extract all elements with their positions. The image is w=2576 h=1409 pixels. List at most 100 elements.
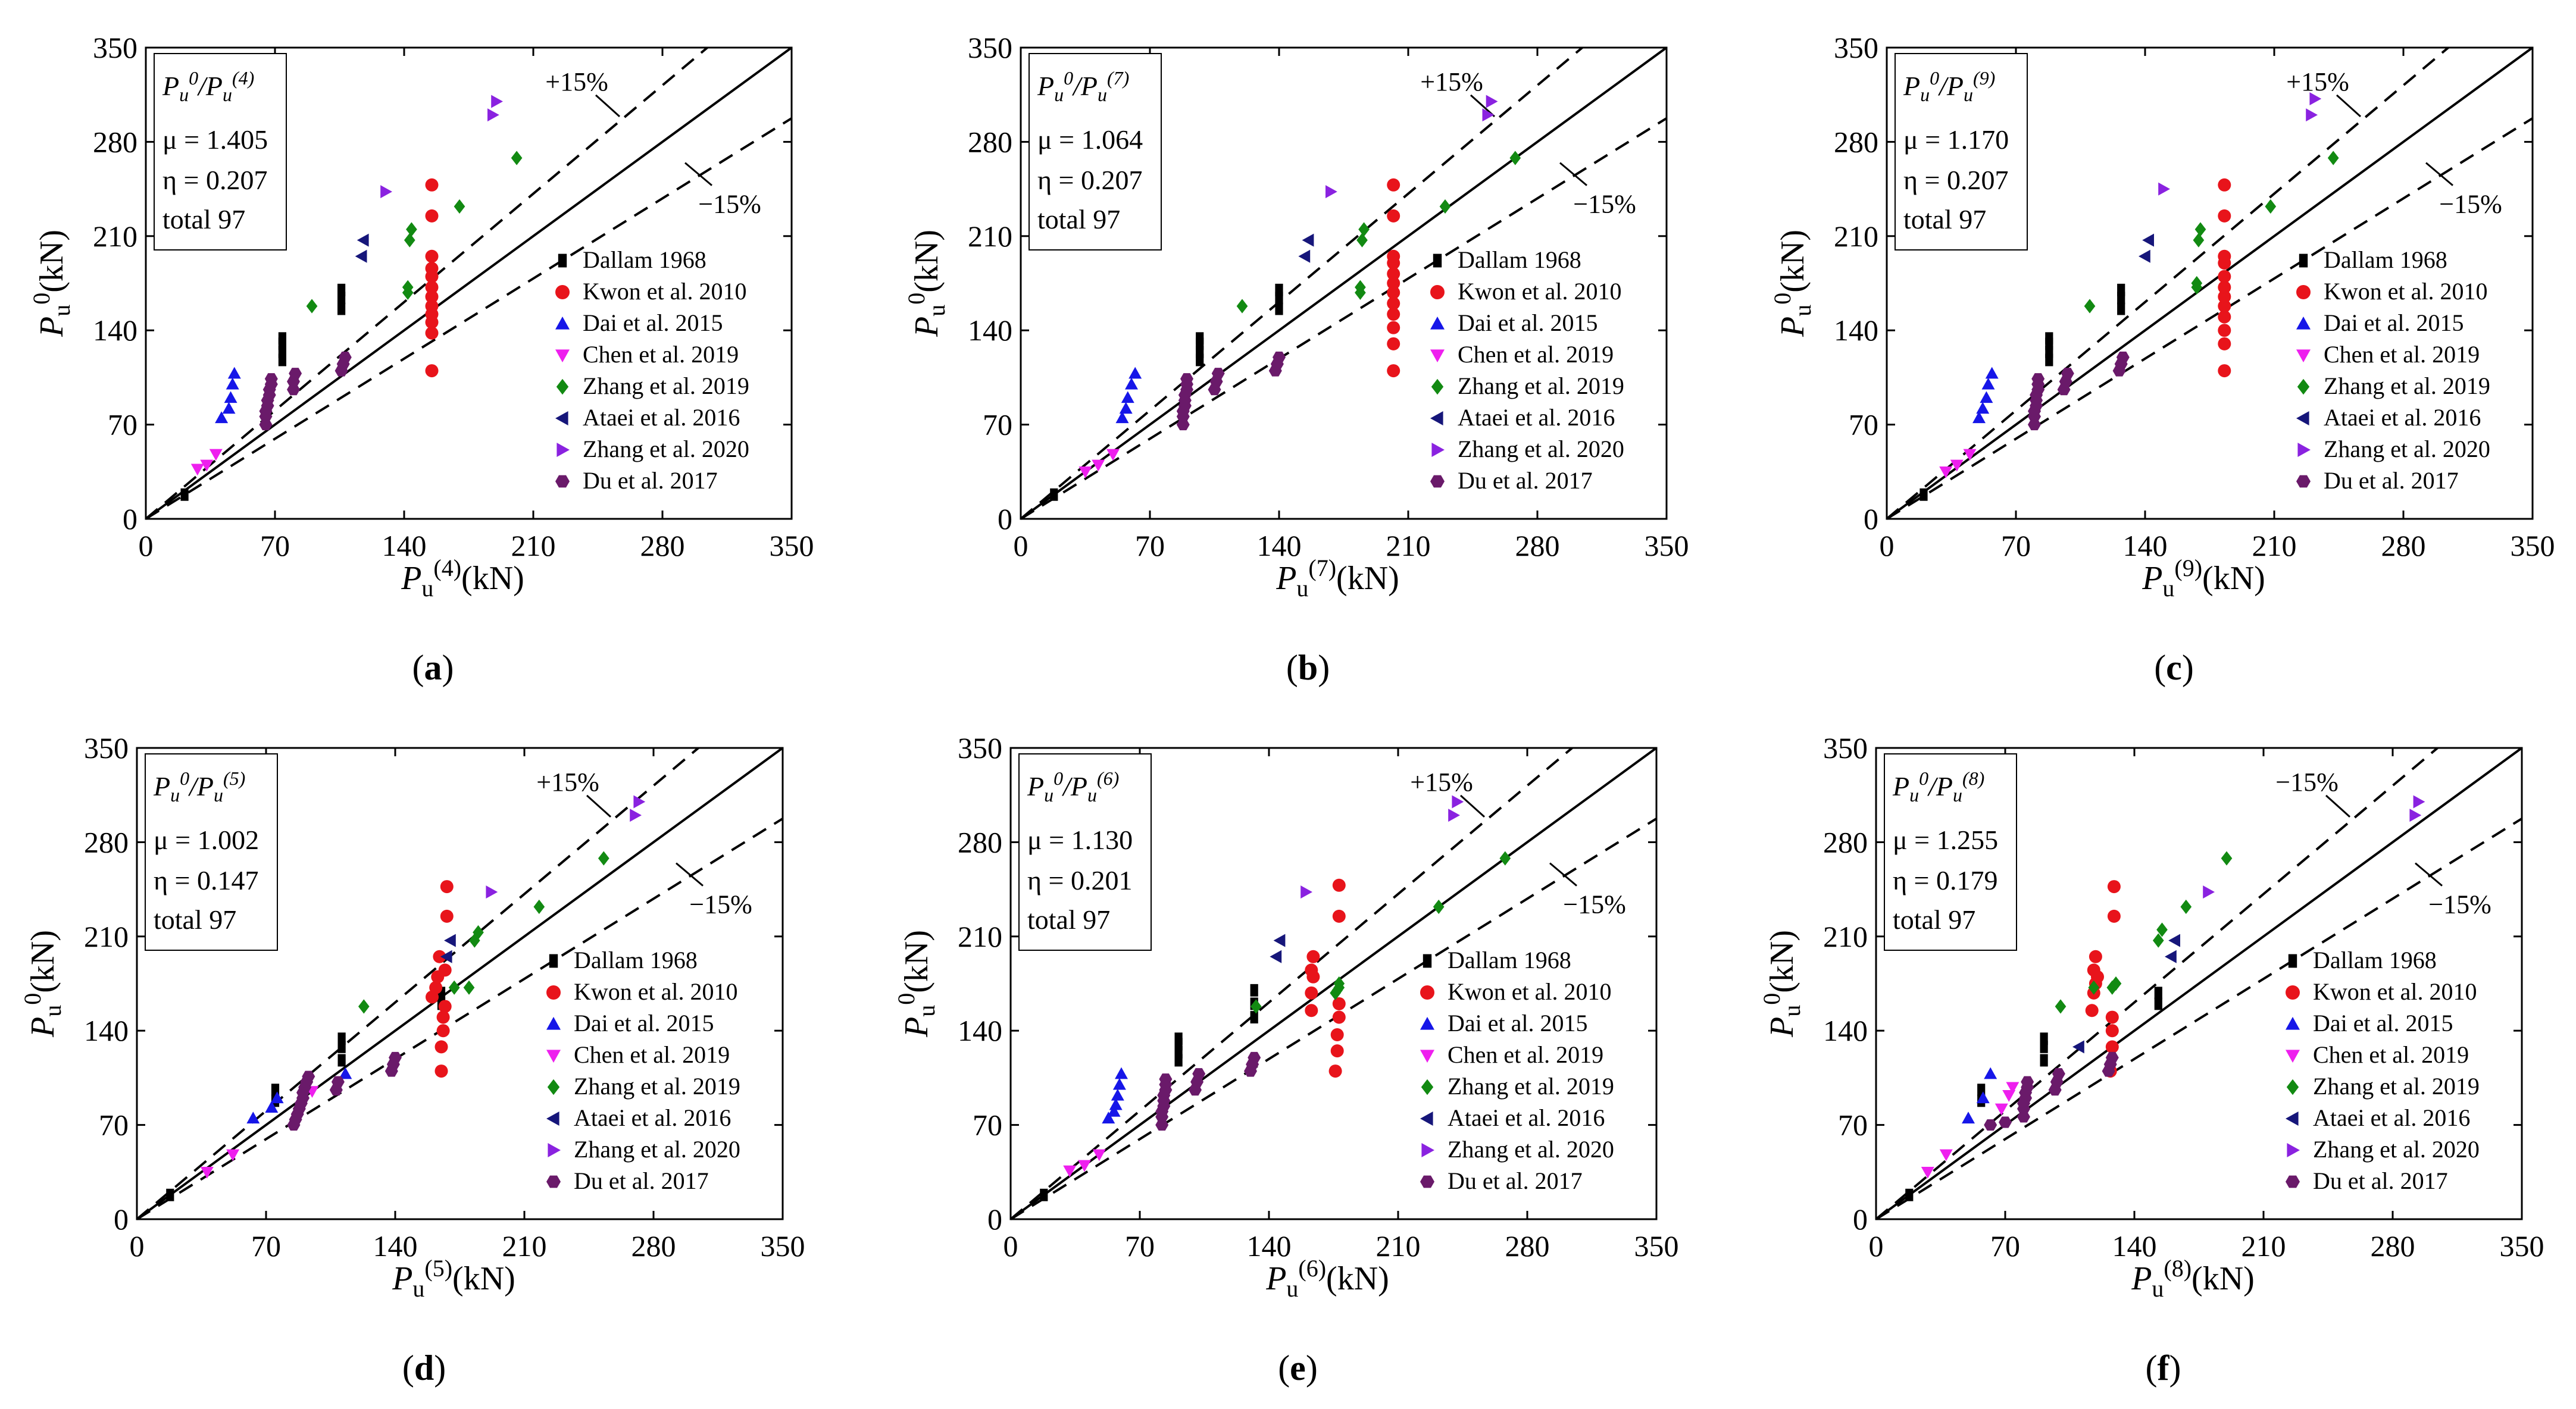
x-tick-label: 280 xyxy=(2381,529,2426,562)
y-tick-label: 350 xyxy=(958,731,1002,765)
x-tick-label: 280 xyxy=(1515,529,1560,562)
lower-band-arrow xyxy=(2425,162,2453,186)
mu-value: μ = 1.130 xyxy=(1027,825,1133,855)
data-point xyxy=(2218,249,2231,263)
x-tick-label: 350 xyxy=(2511,529,2555,562)
data-point xyxy=(1275,302,1283,315)
data-point xyxy=(1192,1068,1206,1080)
data-point xyxy=(1950,459,1964,472)
data-point xyxy=(1078,1160,1091,1172)
legend-marker xyxy=(2286,1050,2300,1063)
data-point xyxy=(200,459,214,472)
legend-label: Kwon et al. 2010 xyxy=(1458,278,1622,305)
x-tick-label: 280 xyxy=(640,529,685,562)
total-count: total 97 xyxy=(1037,204,1120,234)
y-tick-label: 210 xyxy=(1834,220,1878,253)
x-tick-label: 210 xyxy=(1376,1229,1421,1263)
legend-marker xyxy=(1430,317,1445,330)
y-tick-label: 210 xyxy=(84,920,129,953)
data-point xyxy=(425,326,439,340)
lower-band-arrow xyxy=(1559,162,1587,186)
data-point xyxy=(2154,987,2162,1000)
data-point xyxy=(278,332,286,345)
data-point xyxy=(200,1167,214,1179)
data-point xyxy=(1328,1064,1342,1078)
total-count: total 97 xyxy=(1903,204,1986,234)
data-point xyxy=(1976,402,1990,414)
legend-label: Du et al. 2017 xyxy=(2324,467,2459,494)
data-point xyxy=(2117,302,2125,315)
legend-marker xyxy=(548,1143,561,1157)
upper-15-line xyxy=(1886,46,2449,520)
legend-label: Zhang et al. 2019 xyxy=(2313,1073,2480,1100)
subplot-e: 0 70 140 210 280 350 0 70 140 210 280 350 +15% −15% Pu… xyxy=(893,731,1679,1388)
x-tick-label: 140 xyxy=(1257,529,1302,562)
x-tick-label: 70 xyxy=(2001,529,2031,562)
data-point xyxy=(380,185,392,199)
data-point xyxy=(1248,1051,1261,1063)
legend-label: Dai et al. 2015 xyxy=(1448,1010,1588,1037)
legend-marker xyxy=(2286,1111,2299,1126)
data-point xyxy=(1976,1091,1990,1104)
legend-label: Zhang et al. 2020 xyxy=(2313,1136,2480,1163)
data-point xyxy=(533,899,545,915)
data-point xyxy=(2327,151,2339,165)
data-point xyxy=(1106,449,1120,461)
subplot-caption: (e) xyxy=(1278,1348,1318,1388)
y-tick-label: 140 xyxy=(1834,314,1878,347)
x-tick-label: 210 xyxy=(511,529,556,562)
x-tick-label: 70 xyxy=(1125,1229,1155,1263)
subplot-caption: (a) xyxy=(412,648,454,687)
legend-label: Du et al. 2017 xyxy=(1458,467,1593,494)
data-point xyxy=(463,980,475,995)
data-point xyxy=(425,178,439,192)
data-point xyxy=(1486,95,1498,108)
data-point xyxy=(2107,909,2121,923)
data-point xyxy=(511,151,523,165)
data-point xyxy=(2203,885,2215,899)
plot-frame xyxy=(1886,46,2534,520)
data-point xyxy=(337,1054,346,1067)
y-tick-label: 210 xyxy=(968,220,1012,253)
legend-marker xyxy=(1433,253,1442,268)
legend-marker xyxy=(558,253,567,268)
legend-marker xyxy=(2296,349,2311,362)
x-tick-label: 70 xyxy=(251,1229,281,1263)
data-point xyxy=(1236,299,1248,314)
data-point xyxy=(2218,178,2231,192)
data-point xyxy=(1174,1032,1183,1045)
data-point xyxy=(2218,310,2231,324)
stats-box xyxy=(1018,753,1152,951)
data-point xyxy=(1387,296,1400,310)
data-point xyxy=(425,249,439,263)
y-tick-label: 350 xyxy=(93,31,137,64)
data-point xyxy=(1387,209,1400,223)
data-point xyxy=(438,1000,452,1013)
data-point xyxy=(1499,851,1511,866)
data-point xyxy=(2085,1004,2099,1017)
data-point xyxy=(166,1188,174,1201)
y-tick-label: 350 xyxy=(84,731,129,765)
data-point xyxy=(389,1051,402,1063)
data-point xyxy=(1119,402,1133,414)
data-point xyxy=(338,351,352,363)
equality-line xyxy=(1875,747,2523,1220)
x-tick-label: 350 xyxy=(761,1229,805,1263)
data-point xyxy=(265,1101,279,1113)
legend-label: Ataei et al. 2016 xyxy=(1458,404,1615,431)
lower-band-label: −15% xyxy=(1573,190,1636,219)
legend-marker xyxy=(555,411,568,425)
upper-15-line xyxy=(1009,747,1573,1220)
data-point xyxy=(425,299,439,313)
data-point xyxy=(2110,976,2122,991)
data-point xyxy=(226,377,239,390)
data-point xyxy=(2061,368,2074,380)
x-tick-label: 70 xyxy=(1135,529,1165,562)
legend-label: Dallam 1968 xyxy=(583,246,706,273)
data-point xyxy=(1387,337,1400,350)
data-point xyxy=(1078,466,1092,478)
data-point xyxy=(1306,950,1320,963)
legend-label: Chen et al. 2019 xyxy=(1458,341,1614,368)
ratio-label: Pu0/Pu(6) xyxy=(1027,768,1119,806)
y-tick-label: 0 xyxy=(123,502,137,536)
